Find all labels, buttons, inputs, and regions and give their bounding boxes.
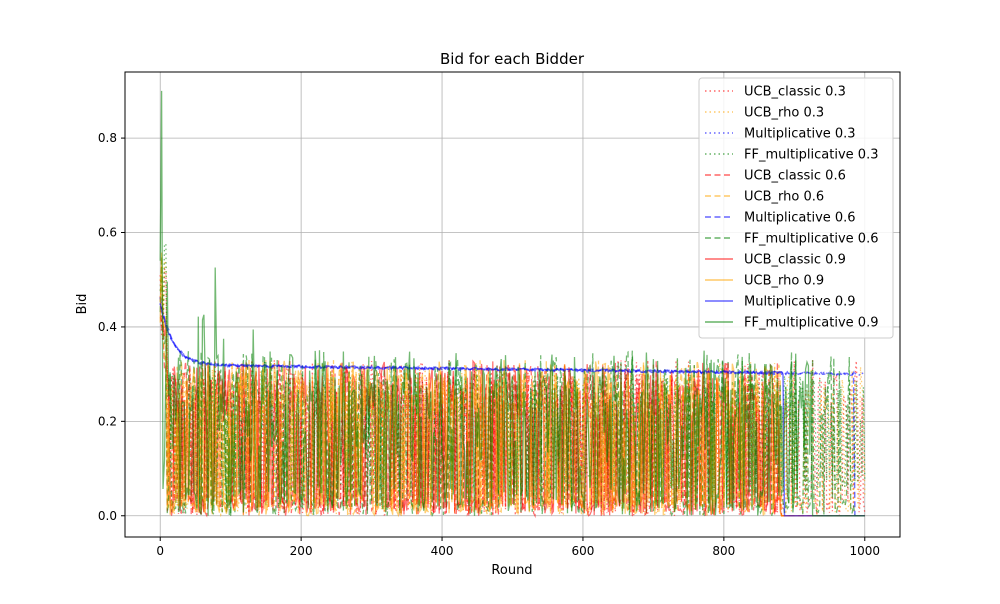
- x-tick-label: 800: [712, 544, 735, 558]
- legend-label: UCB_rho 0.9: [744, 274, 824, 289]
- x-tick-label: 0: [156, 544, 164, 558]
- legend-label: FF_multiplicative 0.9: [744, 316, 878, 331]
- legend-label: UCB_classic 0.6: [744, 169, 846, 184]
- legend-label: Multiplicative 0.6: [744, 211, 856, 226]
- series-lines: [159, 90, 866, 519]
- axes: 0 200 400 600 800 1000 0.0 0.2 0.4 0.6 0.8: [98, 131, 880, 558]
- legend: UCB_classic 0.3 UCB_rho 0.3 Multiplicative…: [698, 77, 894, 339]
- legend-label: UCB_classic 0.3: [744, 85, 846, 100]
- x-tick-label: 400: [431, 544, 454, 558]
- legend-label: Multiplicative 0.9: [744, 295, 856, 310]
- legend-label: FF_multiplicative 0.6: [744, 232, 878, 247]
- y-axis-label: Bid: [75, 294, 90, 315]
- series-line-3: [159, 242, 866, 495]
- plot-frame: [124, 71, 901, 538]
- x-tick-label: 600: [572, 544, 595, 558]
- legend-box: [698, 77, 894, 339]
- series-line-11: [159, 90, 865, 517]
- legend-label: UCB_rho 0.3: [744, 106, 824, 121]
- x-tick-label: 200: [290, 544, 313, 558]
- series-line-10: [159, 303, 865, 517]
- legend-label: UCB_classic 0.9: [744, 253, 846, 268]
- x-tick-label: 1000: [849, 544, 880, 558]
- legend-label: UCB_rho 0.6: [744, 190, 824, 205]
- y-tick-label: 0.0: [98, 509, 117, 523]
- y-tick-label: 0.6: [98, 226, 117, 240]
- chart-title: Bid for each Bidder: [440, 50, 585, 68]
- y-tick-label: 0.2: [98, 414, 117, 428]
- y-tick-label: 0.4: [98, 320, 117, 334]
- legend-label: Multiplicative 0.3: [744, 127, 856, 142]
- x-axis-label: Round: [491, 563, 532, 578]
- legend-label: FF_multiplicative 0.3: [744, 148, 878, 163]
- y-tick-label: 0.8: [98, 131, 117, 145]
